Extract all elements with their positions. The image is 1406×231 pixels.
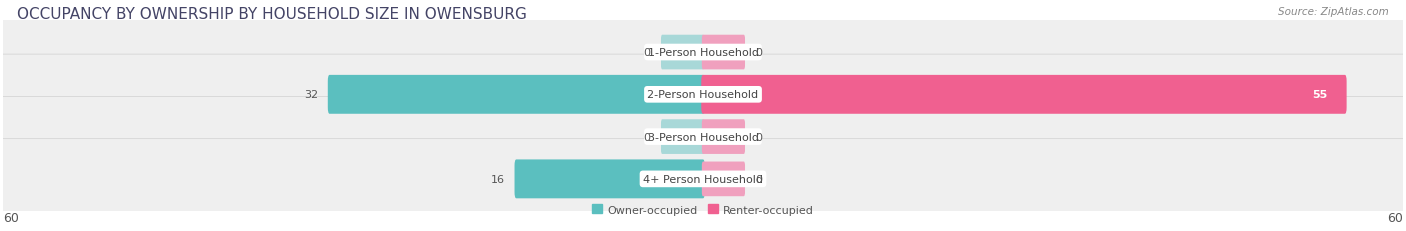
Text: 0: 0 <box>644 48 651 58</box>
Text: 1-Person Household: 1-Person Household <box>648 48 758 58</box>
FancyBboxPatch shape <box>702 76 1347 114</box>
FancyBboxPatch shape <box>515 160 704 198</box>
Text: 0: 0 <box>755 48 762 58</box>
Text: 2-Person Household: 2-Person Household <box>647 90 759 100</box>
Text: 0: 0 <box>755 174 762 184</box>
Text: 60: 60 <box>3 211 18 224</box>
Legend: Owner-occupied, Renter-occupied: Owner-occupied, Renter-occupied <box>592 204 814 215</box>
FancyBboxPatch shape <box>702 36 745 70</box>
Text: 16: 16 <box>491 174 505 184</box>
Text: 32: 32 <box>304 90 318 100</box>
FancyBboxPatch shape <box>702 120 745 154</box>
Text: 4+ Person Household: 4+ Person Household <box>643 174 763 184</box>
Text: 3-Person Household: 3-Person Household <box>648 132 758 142</box>
Text: Source: ZipAtlas.com: Source: ZipAtlas.com <box>1278 7 1389 17</box>
FancyBboxPatch shape <box>0 139 1406 219</box>
Text: 60: 60 <box>1388 211 1403 224</box>
Text: 0: 0 <box>755 132 762 142</box>
FancyBboxPatch shape <box>0 97 1406 177</box>
FancyBboxPatch shape <box>328 76 704 114</box>
FancyBboxPatch shape <box>661 120 704 154</box>
FancyBboxPatch shape <box>0 13 1406 93</box>
Text: 55: 55 <box>1312 90 1327 100</box>
Text: 0: 0 <box>644 132 651 142</box>
FancyBboxPatch shape <box>702 162 745 196</box>
Text: OCCUPANCY BY OWNERSHIP BY HOUSEHOLD SIZE IN OWENSBURG: OCCUPANCY BY OWNERSHIP BY HOUSEHOLD SIZE… <box>17 7 527 22</box>
FancyBboxPatch shape <box>0 55 1406 135</box>
FancyBboxPatch shape <box>661 36 704 70</box>
